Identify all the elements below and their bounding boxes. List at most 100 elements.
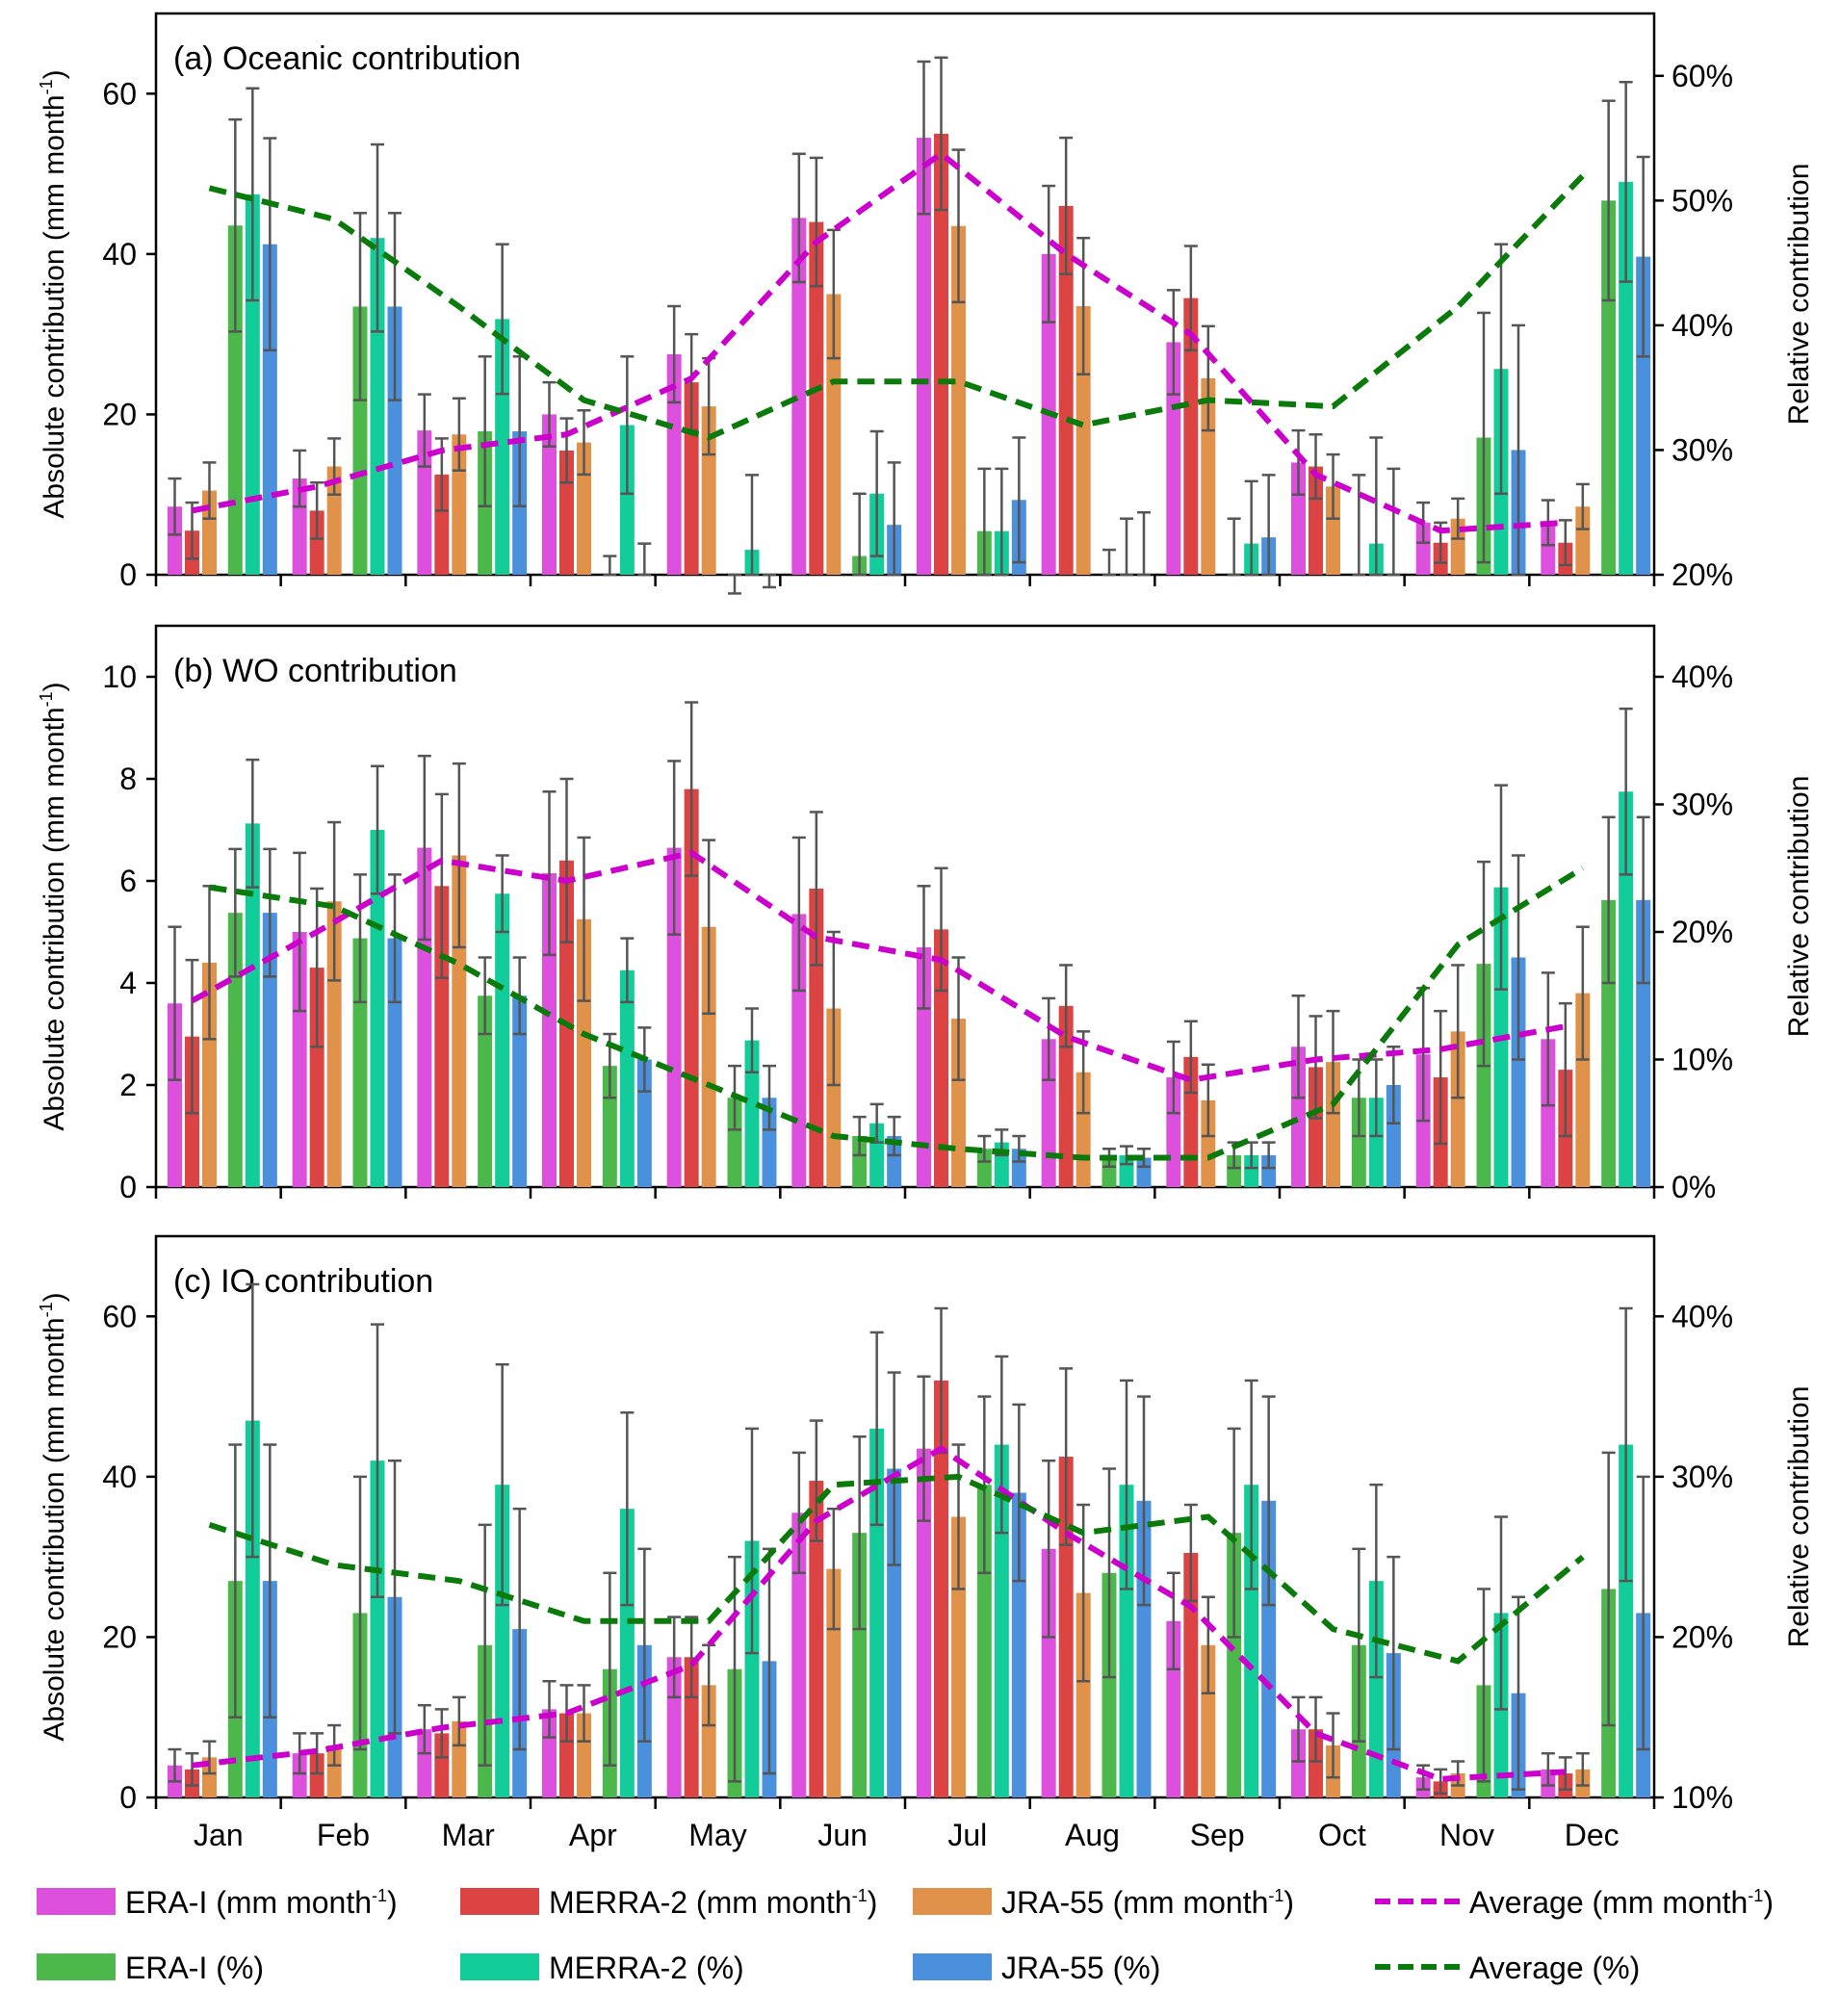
- x-tick-label: Apr: [569, 1818, 617, 1852]
- x-tick-label: Sep: [1190, 1818, 1245, 1852]
- bar-merra-pct: [744, 1540, 760, 1797]
- bar-merra-abs: [809, 1481, 824, 1797]
- bar-merra-abs: [934, 133, 948, 575]
- bar-era-pct: [852, 1533, 868, 1797]
- y-left-tick-label: 40: [102, 1460, 137, 1494]
- bar-jra-pct: [1136, 1157, 1152, 1187]
- bar-era-pct: [727, 1098, 742, 1187]
- bar-jra-abs: [577, 1713, 591, 1797]
- bar-era-abs: [1291, 1047, 1306, 1187]
- bar-jra-pct: [1511, 957, 1526, 1187]
- bar-merra-abs: [1309, 1067, 1323, 1187]
- bar-jra-abs: [202, 490, 217, 575]
- bar-merra-pct: [245, 194, 260, 575]
- bar-merra-abs: [684, 788, 699, 1187]
- line-average-pct: [208, 173, 1586, 441]
- y-right-tick-label: 30%: [1672, 1460, 1733, 1494]
- bar-era-abs: [542, 414, 557, 575]
- bar-era-pct: [227, 225, 243, 575]
- y-right-axis-label: Relative contribution: [1783, 1386, 1815, 1648]
- legend-item: MERRA-2 (%): [460, 1951, 744, 1985]
- bar-jra-abs: [1575, 506, 1591, 575]
- bar-era-abs: [1041, 1548, 1056, 1797]
- line-average-abs: [191, 149, 1567, 534]
- bar-era-abs: [1291, 1729, 1306, 1797]
- line-average-abs: [191, 849, 1567, 1083]
- bar-era-abs: [1541, 1039, 1556, 1187]
- y-right-tick-label: 60%: [1672, 59, 1733, 93]
- bar-jra-abs: [951, 225, 966, 575]
- bar-era-abs: [791, 218, 807, 575]
- bar-merra-pct: [1119, 1485, 1134, 1797]
- bar-merra-pct: [370, 238, 385, 575]
- y-right-tick-label: 30%: [1672, 788, 1733, 822]
- bar-jra-pct: [387, 938, 402, 1187]
- bar-merra-pct: [1619, 791, 1634, 1187]
- bar-jra-abs: [1201, 1644, 1216, 1797]
- legend-label: MERRA-2 (%): [549, 1951, 744, 1985]
- panel-title: (c) IO contribution: [173, 1263, 433, 1300]
- bar-jra-abs: [826, 1008, 842, 1187]
- bar-merra-abs: [434, 886, 450, 1187]
- bar-merra-pct: [619, 969, 635, 1187]
- bar-era-abs: [791, 1512, 807, 1797]
- bar-merra-abs: [309, 1753, 324, 1797]
- bar-merra-abs: [434, 474, 450, 575]
- x-tick-label: Jan: [194, 1818, 244, 1852]
- legend-swatch: [460, 1953, 539, 1980]
- bar-jra-abs: [1326, 1062, 1340, 1187]
- bar-merra-abs: [1183, 1056, 1199, 1187]
- bar-merra-pct: [1244, 1154, 1259, 1187]
- bar-merra-abs: [1183, 1552, 1199, 1797]
- legend-item: Average (%): [1375, 1951, 1640, 1985]
- bar-jra-pct: [387, 306, 402, 575]
- y-left-axis-label: Absolute contribution (mm month-1): [37, 1292, 70, 1741]
- bar-merra-abs: [1058, 1005, 1074, 1187]
- y-left-tick-label: 60: [102, 76, 137, 111]
- bar-era-pct: [1101, 1157, 1117, 1187]
- bar-jra-abs: [701, 926, 716, 1187]
- y-left-tick-label: 0: [119, 1780, 137, 1815]
- y-left-tick-label: 6: [119, 864, 137, 898]
- bar-jra-pct: [1636, 899, 1651, 1187]
- bar-jra-abs: [1075, 1592, 1091, 1797]
- bar-era-abs: [666, 847, 682, 1187]
- bar-era-abs: [1541, 522, 1556, 575]
- bar-jra-pct: [262, 913, 277, 1187]
- bar-era-pct: [1601, 899, 1617, 1187]
- bar-jra-abs: [1201, 377, 1216, 575]
- y-right-tick-label: 40%: [1672, 1299, 1733, 1333]
- bar-jra-pct: [1011, 1149, 1026, 1187]
- bar-jra-abs: [577, 918, 591, 1187]
- bar-jra-abs: [1450, 1031, 1465, 1187]
- x-tick-label: Dec: [1565, 1818, 1620, 1852]
- bar-merra-pct: [370, 1460, 385, 1797]
- y-right-tick-label: 20%: [1672, 915, 1733, 949]
- y-right-tick-label: 30%: [1672, 432, 1733, 467]
- bar-era-abs: [292, 932, 307, 1187]
- bar-era-abs: [168, 506, 182, 575]
- bar-merra-abs: [809, 221, 824, 576]
- bar-era-abs: [917, 1448, 931, 1797]
- bar-merra-pct: [1619, 1444, 1634, 1797]
- bar-era-pct: [602, 1066, 617, 1187]
- bar-era-pct: [478, 995, 493, 1187]
- bar-era-abs: [1415, 522, 1431, 575]
- bar-era-abs: [1166, 1620, 1181, 1797]
- legend-swatch: [913, 1888, 992, 1915]
- bar-era-abs: [542, 873, 557, 1187]
- bar-jra-abs: [326, 901, 342, 1187]
- bar-merra-pct: [1244, 1485, 1259, 1797]
- legend-item: JRA-55 (%): [913, 1951, 1160, 1985]
- legend-swatch: [913, 1953, 992, 1980]
- bar-era-abs: [1041, 1039, 1056, 1187]
- bar-merra-abs: [684, 1657, 699, 1797]
- y-left-tick-label: 20: [102, 397, 137, 431]
- legend-item: ERA-I (%): [37, 1951, 264, 1985]
- bar-jra-abs: [202, 962, 217, 1187]
- legend-label: JRA-55 (%): [1001, 1951, 1160, 1985]
- bar-jra-pct: [1636, 256, 1651, 575]
- y-left-tick-label: 8: [119, 762, 137, 796]
- legend-item: JRA-55 (mm month-1): [913, 1885, 1294, 1920]
- legend-label: ERA-I (%): [125, 1951, 264, 1985]
